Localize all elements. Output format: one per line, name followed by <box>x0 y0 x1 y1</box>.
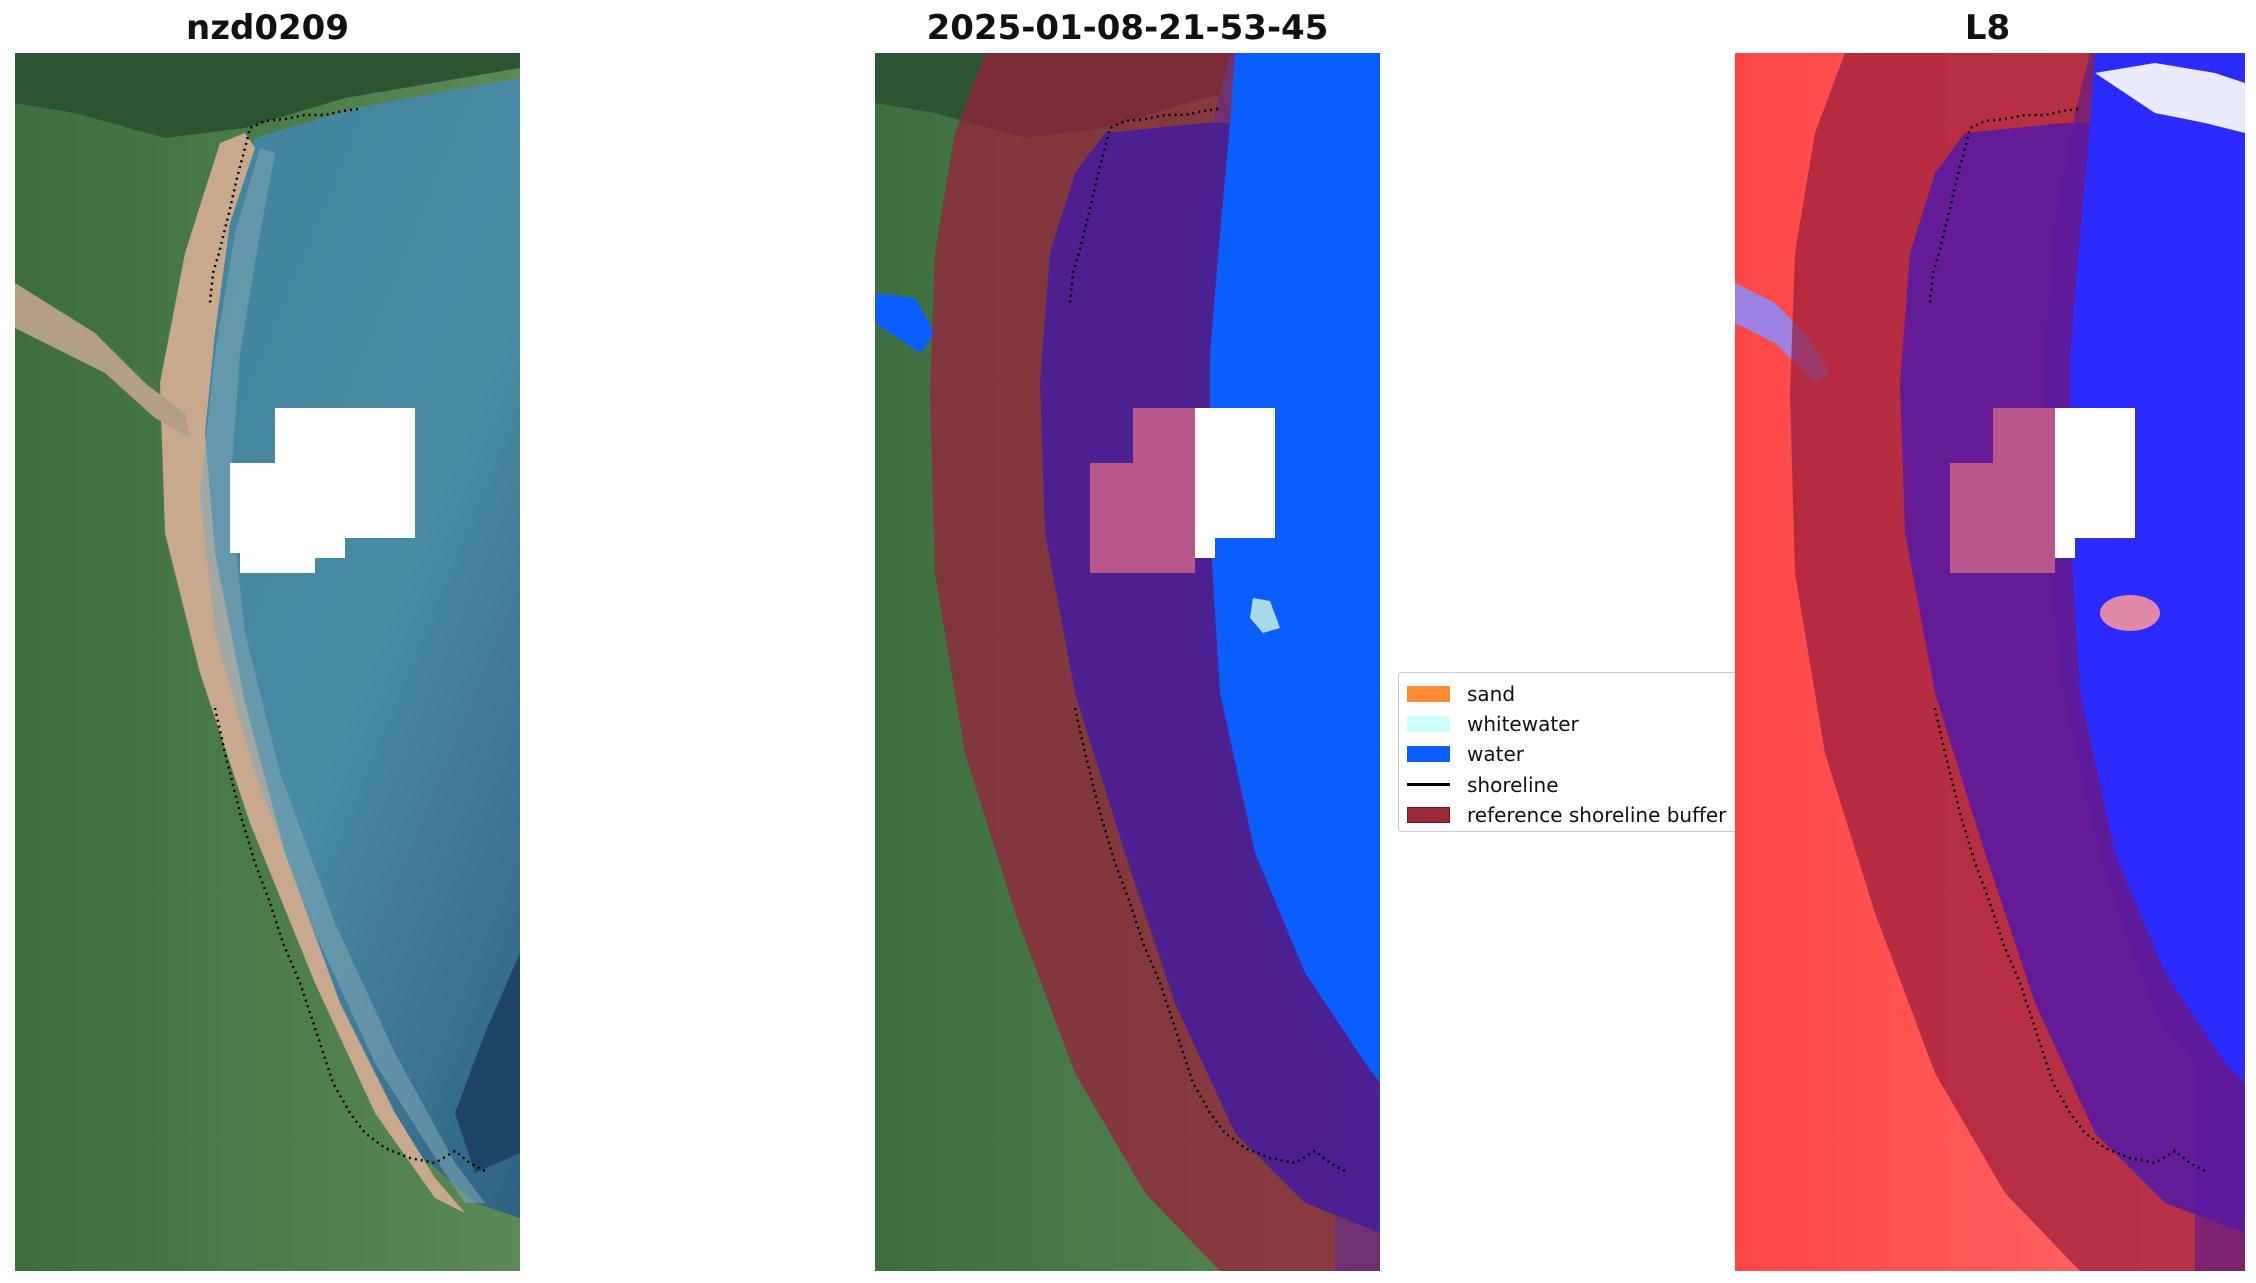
legend: sand whitewater water shoreline referenc… <box>1398 672 1743 832</box>
bright-spot <box>2100 595 2160 631</box>
cloud-mask <box>230 408 415 573</box>
buffer-swatch <box>1407 806 1450 823</box>
legend-label: water <box>1467 742 1524 767</box>
classification-panel <box>875 53 1380 1271</box>
estuary <box>15 283 190 438</box>
panel-title-classification: 2025-01-08-21-53-45 <box>926 8 1329 48</box>
legend-label: whitewater <box>1467 712 1579 737</box>
water-index-region <box>2045 53 2245 1271</box>
panel-title-rgb: nzd0209 <box>186 8 349 48</box>
panel-title-index: L8 <box>1964 8 2011 48</box>
surf-zone <box>200 148 485 1203</box>
land-area <box>15 53 520 1271</box>
legend-label: shoreline <box>1467 772 1559 797</box>
sand-swatch <box>1407 686 1450 703</box>
classified-image <box>875 53 1380 1271</box>
index-image-panel <box>1735 53 2245 1271</box>
legend-item-water: water <box>1399 739 1742 769</box>
deep-water <box>455 953 520 1173</box>
legend-item-shoreline: shoreline <box>1399 770 1742 800</box>
water-swatch <box>1407 746 1450 763</box>
beach-strip <box>160 133 465 1213</box>
legend-item-reference-buffer: reference shoreline buffer <box>1399 800 1742 830</box>
masked-buffer-area <box>1090 408 1195 573</box>
water-class-region <box>1185 53 1380 1271</box>
legend-label: reference shoreline buffer <box>1467 802 1727 827</box>
buffer-water-overlap <box>1900 123 2245 1233</box>
water-class-patch <box>875 293 935 353</box>
whitewater-swatch <box>1407 716 1450 733</box>
forest-area <box>15 53 520 138</box>
legend-label: sand <box>1467 682 1516 707</box>
shoreline-line-swatch <box>1407 783 1450 787</box>
buffer-water-overlap <box>1040 123 1380 1233</box>
rgb-image-panel <box>15 53 520 1271</box>
surf-bright <box>2095 63 2245 133</box>
water-index-image <box>1735 53 2245 1271</box>
masked-buffer-area <box>1950 408 2055 573</box>
legend-item-whitewater: whitewater <box>1399 709 1742 739</box>
whitewater-patch <box>1250 598 1280 633</box>
rgb-satellite-image <box>15 53 520 1271</box>
legend-item-sand: sand <box>1399 679 1742 709</box>
